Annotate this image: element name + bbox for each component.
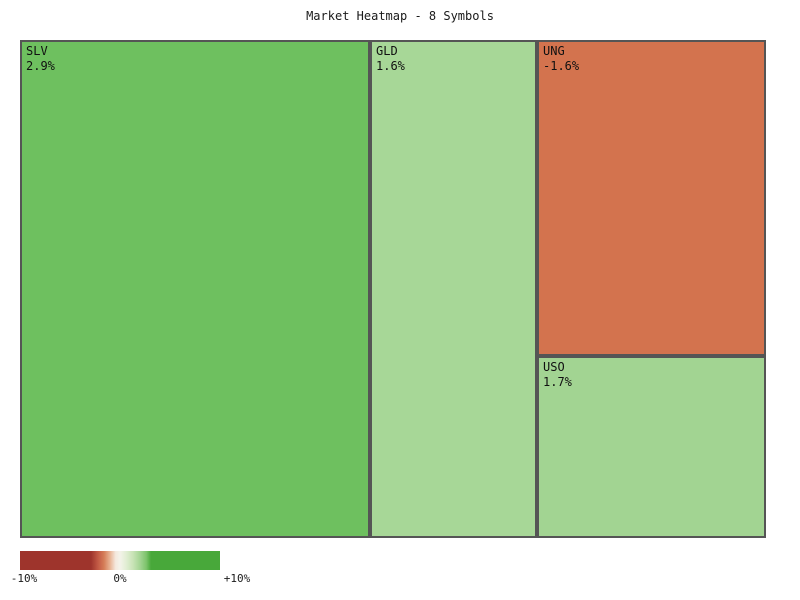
treemap-tile-slv[interactable]: SLV 2.9% — [20, 40, 370, 538]
tile-change: 1.6% — [376, 59, 405, 73]
treemap-tile-gld[interactable]: GLD 1.6% — [370, 40, 537, 538]
tile-change: 2.9% — [26, 59, 55, 73]
tile-change: 1.7% — [543, 375, 572, 389]
chart-title: Market Heatmap - 8 Symbols — [306, 9, 494, 23]
treemap-tile-ung[interactable]: UNG -1.6% — [537, 40, 766, 356]
treemap-tile-uso[interactable]: USO 1.7% — [537, 356, 766, 538]
tile-change: -1.6% — [543, 59, 580, 73]
tile-symbol: SLV — [26, 44, 48, 58]
tile-symbol: USO — [543, 360, 565, 374]
tile-symbol: GLD — [376, 44, 398, 58]
tile-symbol: UNG — [543, 44, 565, 58]
